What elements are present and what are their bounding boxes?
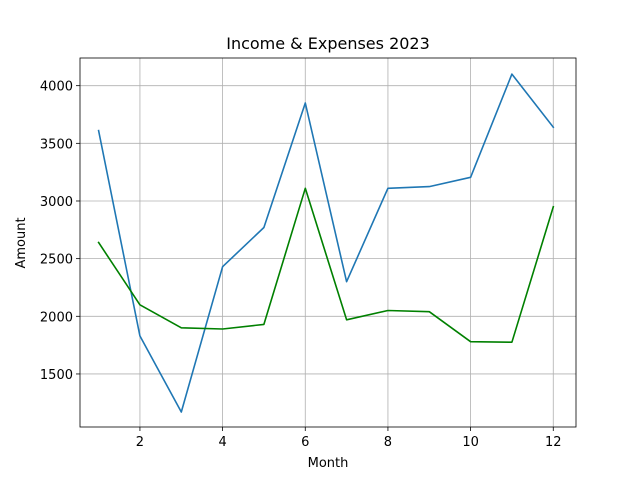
x-tick-label: 12 (545, 435, 562, 450)
chart-title: Income & Expenses 2023 (226, 34, 430, 53)
y-axis-label: Amount (14, 217, 29, 268)
y-tick-label: 2500 (40, 253, 73, 268)
x-tick-label: 10 (462, 435, 479, 450)
x-tick-label: 4 (218, 435, 226, 450)
x-tick-label: 6 (301, 435, 309, 450)
plot-frame (79, 57, 577, 428)
y-tick-label: 1500 (40, 368, 73, 383)
x-tick-label: 2 (136, 435, 144, 450)
series-layer (97, 73, 555, 413)
x-axis: 2 4 6 8 10 12 (136, 427, 562, 450)
y-axis: 1500 2000 2500 3000 3500 4000 (40, 80, 80, 383)
x-tick-label: 8 (384, 435, 392, 450)
series-line-1 (97, 73, 555, 413)
y-tick-label: 2000 (40, 310, 73, 325)
y-tick-label: 4000 (40, 80, 73, 95)
y-tick-label: 3000 (40, 195, 73, 210)
y-tick-label: 3500 (40, 137, 73, 152)
x-axis-label: Month (308, 456, 349, 471)
series-line-2 (97, 187, 555, 344)
